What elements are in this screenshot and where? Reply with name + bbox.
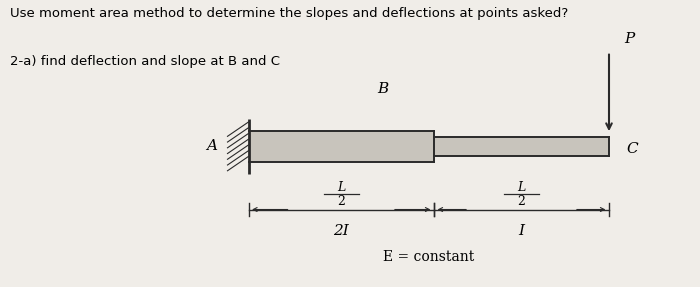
Text: Use moment area method to determine the slopes and deflections at points asked?: Use moment area method to determine the …: [10, 7, 568, 20]
Text: C: C: [626, 142, 638, 156]
Text: 2-a) find deflection and slope at B and C: 2-a) find deflection and slope at B and …: [10, 55, 281, 67]
Text: 2I: 2I: [333, 224, 349, 238]
Bar: [434, 137, 609, 156]
Text: E = constant: E = constant: [383, 250, 475, 264]
Text: 2: 2: [517, 195, 526, 208]
Text: 2: 2: [337, 195, 345, 208]
Bar: [248, 131, 434, 162]
Text: L: L: [517, 181, 526, 194]
Text: B: B: [377, 82, 389, 96]
Text: I: I: [519, 224, 524, 238]
Text: A: A: [206, 139, 217, 153]
Text: L: L: [337, 181, 345, 194]
Text: P: P: [624, 32, 635, 46]
